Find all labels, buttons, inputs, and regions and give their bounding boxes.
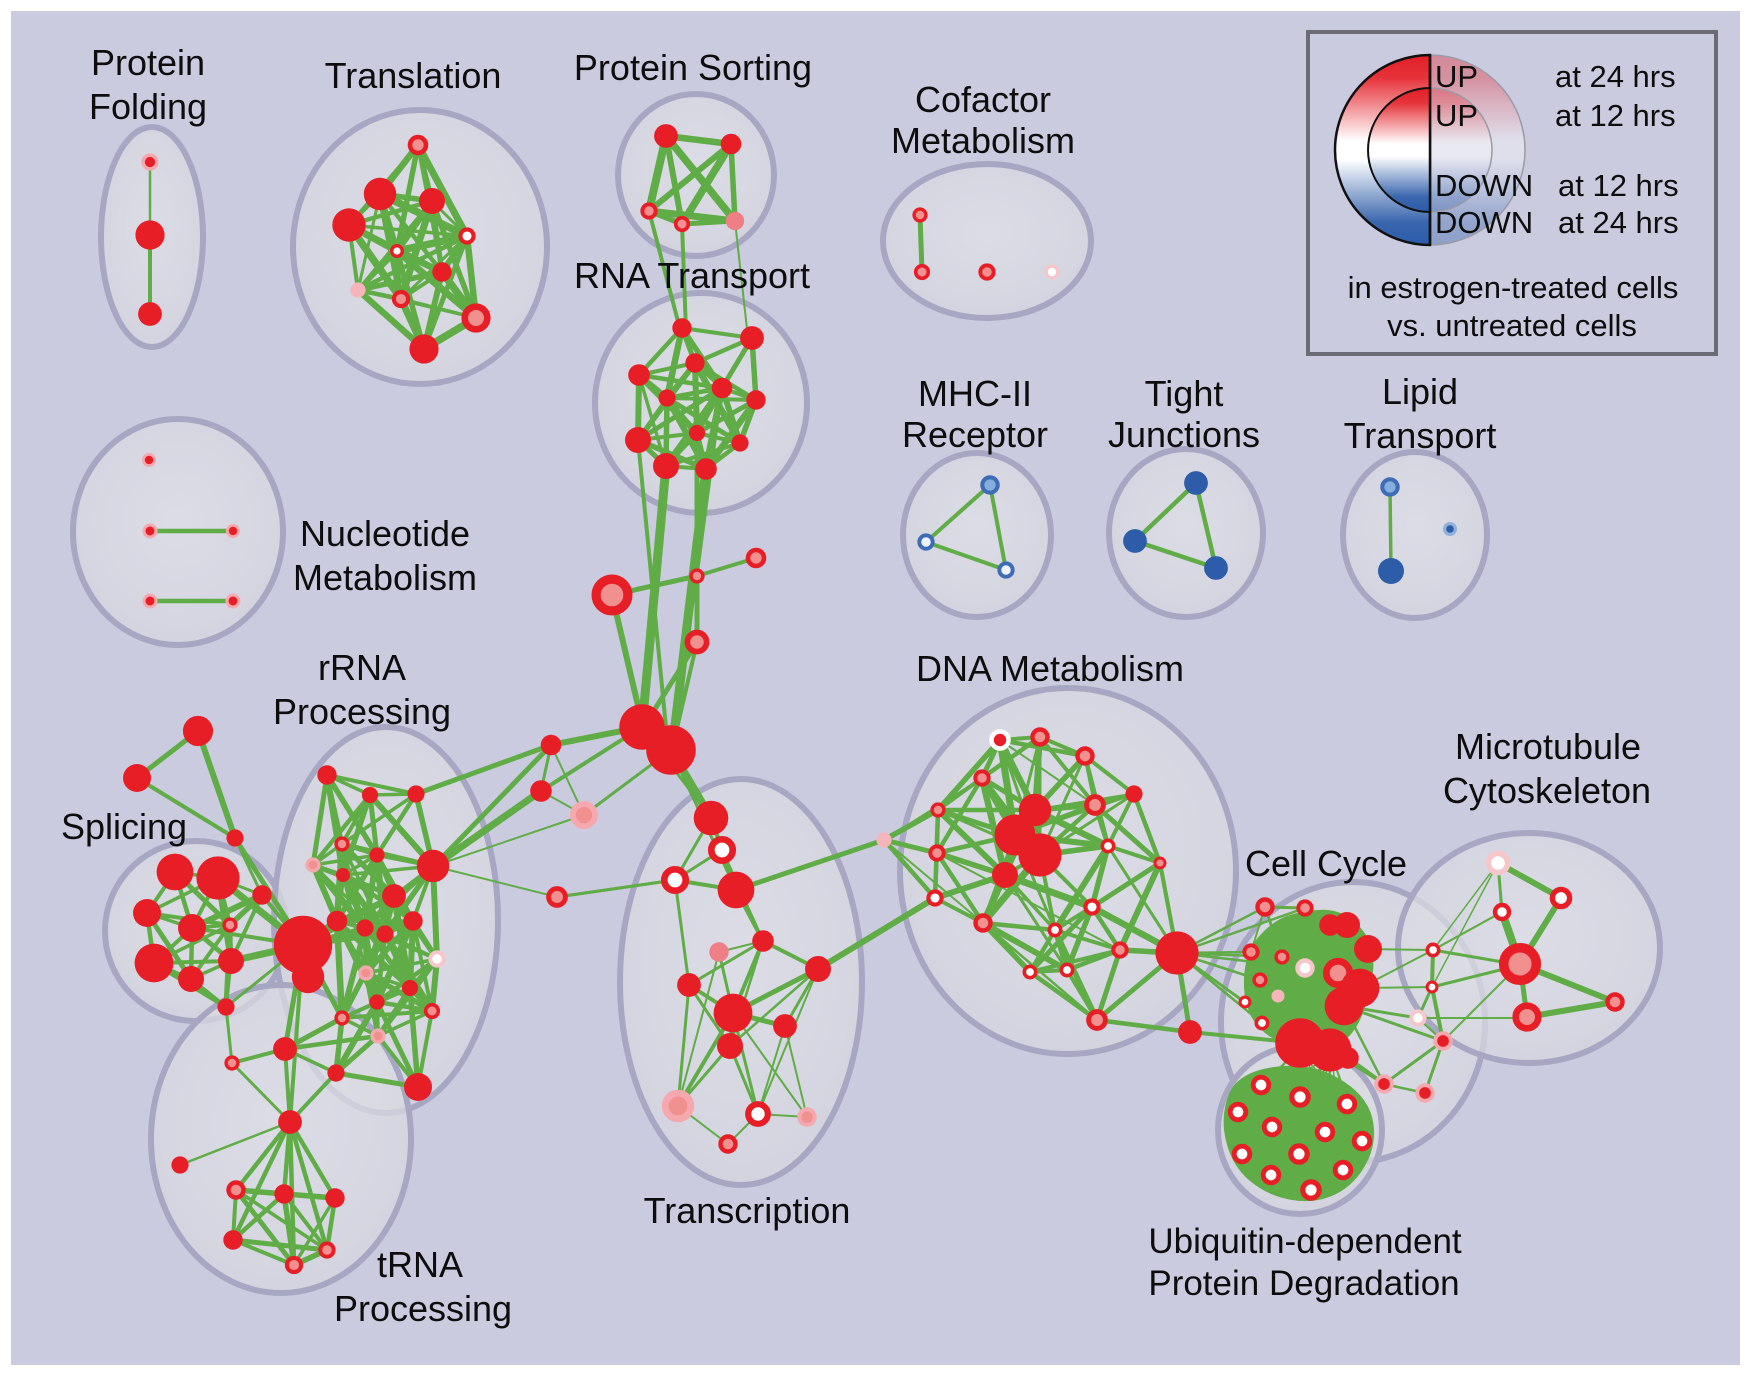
svg-text:DNA Metabolism: DNA Metabolism	[916, 648, 1184, 689]
svg-text:DOWN: DOWN	[1435, 168, 1533, 203]
svg-text:Metabolism: Metabolism	[293, 557, 477, 598]
svg-text:Transcription: Transcription	[644, 1190, 851, 1231]
svg-text:at 24 hrs: at 24 hrs	[1555, 59, 1676, 94]
svg-text:Protein Sorting: Protein Sorting	[574, 47, 812, 88]
svg-text:Lipid: Lipid	[1382, 371, 1458, 412]
svg-text:at 24 hrs: at 24 hrs	[1558, 205, 1679, 240]
svg-text:Processing: Processing	[273, 691, 451, 732]
svg-text:Nucleotide: Nucleotide	[300, 513, 470, 554]
svg-text:Protein Degradation: Protein Degradation	[1148, 1264, 1459, 1303]
svg-text:tRNA: tRNA	[377, 1244, 463, 1285]
svg-text:DOWN: DOWN	[1435, 205, 1533, 240]
svg-text:Microtubule: Microtubule	[1455, 726, 1641, 767]
svg-text:Transport: Transport	[1344, 415, 1497, 456]
svg-text:in estrogen-treated cells: in estrogen-treated cells	[1348, 270, 1679, 305]
svg-text:Cytoskeleton: Cytoskeleton	[1443, 770, 1651, 811]
svg-text:at 12 hrs: at 12 hrs	[1555, 98, 1676, 133]
svg-text:MHC-II: MHC-II	[918, 373, 1032, 414]
svg-text:Cell Cycle: Cell Cycle	[1245, 843, 1407, 884]
svg-text:vs. untreated cells: vs. untreated cells	[1387, 308, 1637, 343]
svg-text:UP: UP	[1435, 59, 1478, 94]
svg-text:Splicing: Splicing	[61, 806, 187, 847]
svg-text:Metabolism: Metabolism	[891, 120, 1075, 161]
svg-text:rRNA: rRNA	[318, 647, 406, 688]
svg-text:Cofactor: Cofactor	[915, 79, 1051, 120]
svg-text:Junctions: Junctions	[1108, 414, 1260, 455]
svg-text:Protein: Protein	[91, 42, 205, 83]
svg-text:Tight: Tight	[1145, 373, 1224, 414]
svg-text:Folding: Folding	[89, 86, 207, 127]
svg-text:Receptor: Receptor	[902, 414, 1048, 455]
svg-text:Processing: Processing	[334, 1288, 512, 1329]
svg-text:UP: UP	[1435, 98, 1478, 133]
svg-text:at 12 hrs: at 12 hrs	[1558, 168, 1679, 203]
svg-text:RNA Transport: RNA Transport	[574, 255, 810, 296]
svg-text:Translation: Translation	[325, 55, 502, 96]
svg-text:Ubiquitin-dependent: Ubiquitin-dependent	[1148, 1222, 1462, 1261]
